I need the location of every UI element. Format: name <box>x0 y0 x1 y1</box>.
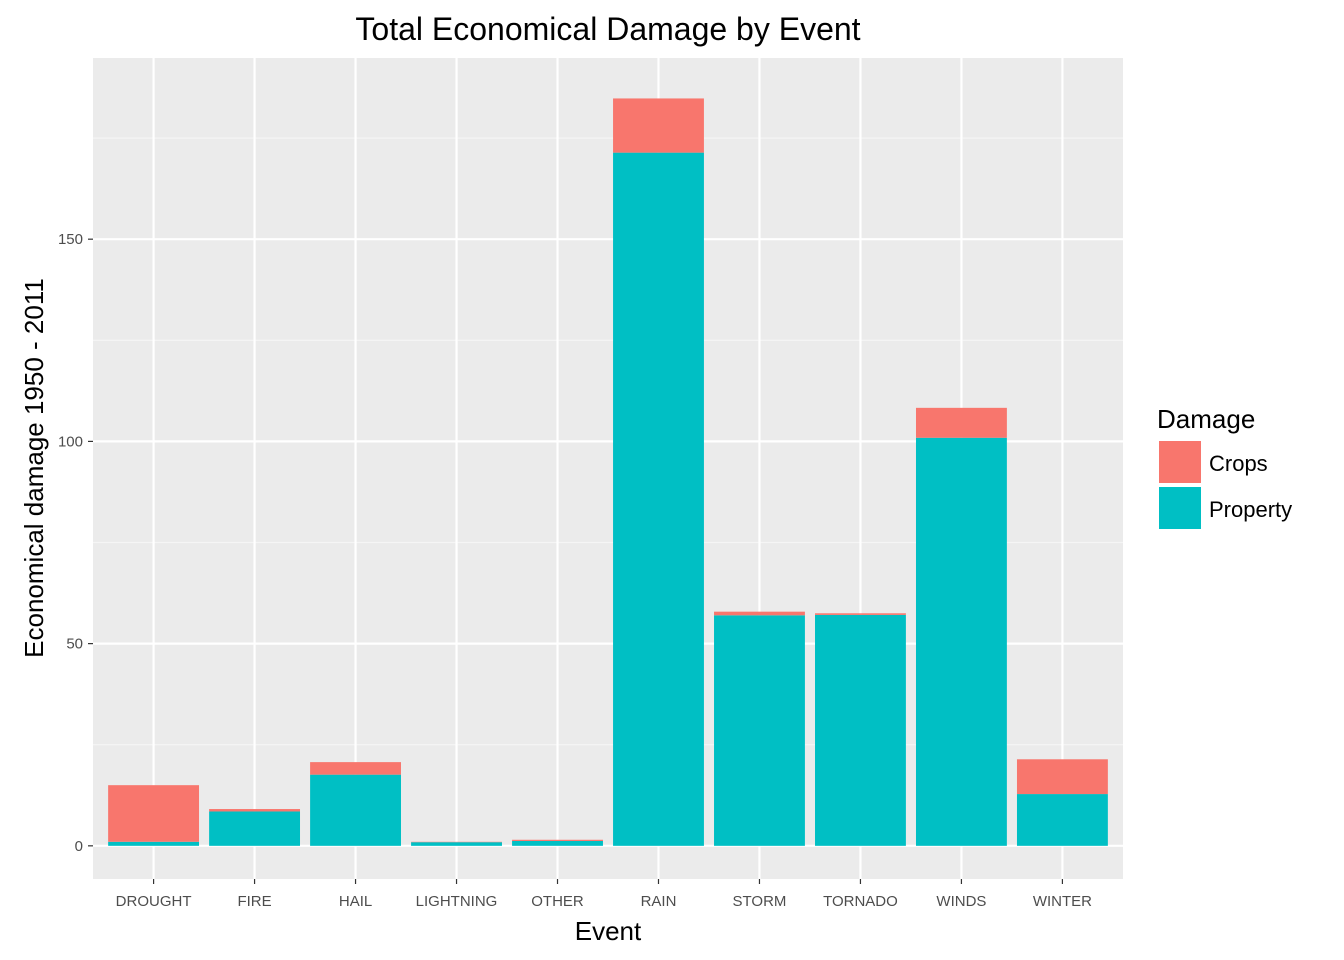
x-tick-label-drought: DROUGHT <box>116 893 192 910</box>
bar-property-winter <box>1016 794 1108 846</box>
bar-property-winds <box>915 437 1007 846</box>
y-tick-label: 0 <box>75 838 83 855</box>
x-tick-label-winter: WINTER <box>1033 893 1092 910</box>
bar-crops-fire <box>209 809 301 812</box>
bar-property-rain <box>613 152 704 846</box>
x-tick-label-storm: STORM <box>733 893 787 910</box>
x-axis: DROUGHT FIRE HAIL LIGHTNING OTHER RAIN STORM TO… <box>116 879 1092 910</box>
legend-label-crops: Crops <box>1209 451 1268 476</box>
bar-crops-tornado <box>815 613 906 615</box>
x-tick-label-tornado: TORNADO <box>823 893 898 910</box>
legend-label-property: Property <box>1209 497 1292 522</box>
y-axis: 0 50 100 150 <box>58 231 93 855</box>
bar-property-fire <box>209 811 301 846</box>
bar-crops-other <box>512 839 603 841</box>
x-axis-title: Event <box>575 916 642 946</box>
bar-property-lightning <box>411 842 502 846</box>
legend-title: Damage <box>1157 404 1255 434</box>
legend: Damage Crops Property <box>1157 404 1292 529</box>
bar-crops-drought <box>108 785 200 842</box>
bar-property-hail <box>310 774 401 846</box>
x-tick-label-winds: WINDS <box>936 893 986 910</box>
y-axis-title: Economical damage 1950 - 2011 <box>19 278 49 658</box>
bar-crops-hail <box>310 762 401 775</box>
y-tick-label: 100 <box>58 433 83 450</box>
legend-key-property <box>1159 487 1201 529</box>
y-tick-label: 150 <box>58 231 83 248</box>
bar-crops-rain <box>613 98 704 153</box>
bar-crops-winds <box>915 407 1007 438</box>
bar-crops-winter <box>1016 759 1108 795</box>
bar-property-tornado <box>815 614 906 846</box>
bar-property-drought <box>108 841 200 846</box>
bars <box>108 98 1108 846</box>
bar-crops-storm <box>714 611 805 616</box>
bar-property-other <box>512 840 603 846</box>
x-tick-label-other: OTHER <box>531 893 584 910</box>
x-tick-label-lightning: LIGHTNING <box>416 893 498 910</box>
chart-title: Total Economical Damage by Event <box>355 11 860 47</box>
x-tick-label-hail: HAIL <box>339 893 372 910</box>
bar-property-storm <box>714 615 805 846</box>
x-tick-label-fire: FIRE <box>237 893 271 910</box>
y-tick-label: 50 <box>66 636 83 653</box>
x-tick-label-rain: RAIN <box>641 893 677 910</box>
legend-key-crops <box>1159 441 1201 483</box>
